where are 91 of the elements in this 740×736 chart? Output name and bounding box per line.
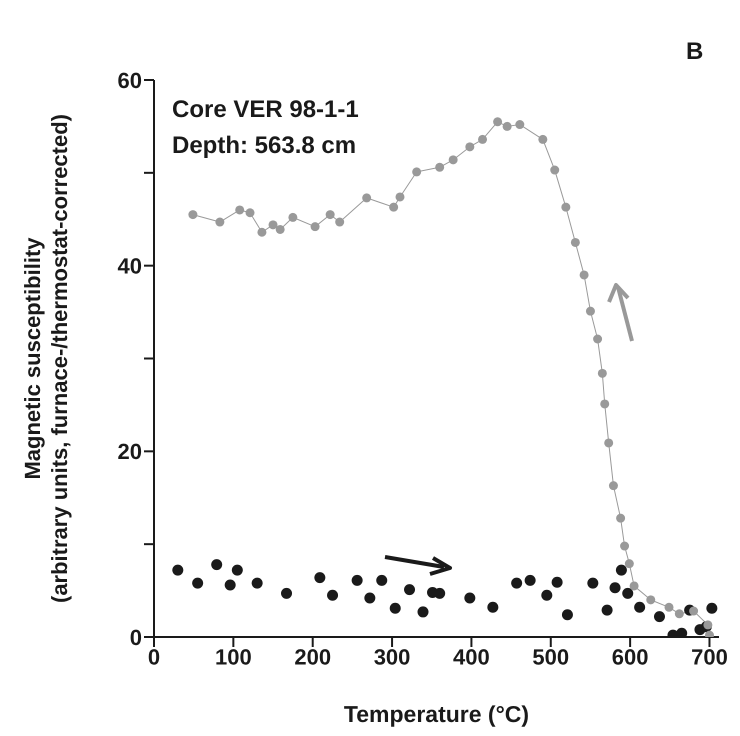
y-tick-label: 20 — [118, 439, 142, 464]
point — [418, 606, 429, 618]
point — [524, 574, 536, 586]
point — [390, 602, 401, 614]
point — [352, 574, 363, 586]
point — [224, 580, 236, 591]
point — [538, 134, 548, 144]
point — [593, 334, 602, 344]
point — [602, 604, 613, 616]
y-tick-label: 60 — [118, 68, 142, 93]
point — [465, 142, 474, 152]
point — [435, 162, 444, 172]
point — [610, 582, 621, 594]
point — [624, 559, 634, 568]
text: B — [686, 38, 704, 66]
point — [646, 595, 656, 604]
x-tick-label: 400 — [453, 644, 490, 670]
point — [232, 564, 243, 576]
point — [288, 212, 298, 222]
point — [364, 592, 376, 604]
x-tick-label: 600 — [612, 644, 648, 670]
annotation: Depth: 563.8 cm — [172, 131, 358, 161]
point — [616, 564, 627, 576]
y-axis-title: Magnetic susceptibility (arbitrary units, furnace-/thermostat-corrected) — [20, 114, 72, 603]
point — [310, 222, 320, 232]
point — [389, 202, 398, 212]
point — [511, 578, 522, 589]
point — [326, 210, 335, 220]
point — [192, 578, 204, 589]
point — [478, 134, 488, 144]
point — [703, 620, 712, 630]
point — [276, 224, 285, 234]
point — [257, 228, 266, 237]
point — [412, 167, 422, 176]
x-tick-label: 500 — [532, 644, 570, 670]
point — [664, 602, 674, 612]
point — [314, 572, 326, 584]
x-tick-label: 700 — [691, 644, 728, 670]
point — [604, 438, 614, 448]
point — [541, 590, 552, 601]
x-tick-label: 0 — [148, 644, 160, 670]
point — [622, 588, 634, 599]
y-tick-label: 0 — [130, 624, 142, 650]
point — [706, 602, 718, 614]
point — [616, 514, 626, 523]
point — [215, 218, 224, 227]
y-tick-label: 40 — [118, 253, 142, 278]
point — [608, 481, 618, 490]
point — [598, 368, 607, 378]
point — [464, 592, 476, 604]
point — [674, 609, 684, 618]
point — [335, 218, 344, 227]
point — [561, 202, 570, 212]
point — [676, 628, 688, 637]
point — [376, 574, 388, 586]
point — [580, 270, 589, 280]
point — [493, 117, 502, 126]
point — [587, 578, 598, 589]
point — [268, 220, 278, 230]
point — [395, 192, 404, 202]
point — [252, 578, 263, 589]
point — [327, 590, 338, 601]
point — [630, 581, 639, 590]
point — [235, 205, 244, 214]
x-tick-label: 100 — [214, 644, 252, 670]
point — [362, 193, 372, 202]
point — [281, 588, 292, 599]
point — [620, 542, 630, 551]
point — [434, 588, 446, 599]
point — [586, 306, 595, 316]
point — [172, 564, 184, 576]
point — [634, 602, 646, 613]
point — [246, 208, 255, 218]
point — [562, 609, 573, 620]
point — [404, 584, 416, 596]
point — [211, 559, 222, 570]
x-axis-title: Temperature (°C) — [344, 701, 530, 727]
point — [552, 576, 563, 588]
x-tick-label: 200 — [294, 644, 332, 670]
point — [550, 166, 560, 175]
annotation: Core VER 98-1-1 — [172, 95, 359, 125]
point — [515, 120, 524, 130]
point — [600, 399, 610, 408]
point — [654, 611, 665, 622]
point — [502, 122, 512, 131]
x-tick-label: 300 — [374, 644, 410, 670]
point — [188, 210, 198, 220]
point — [570, 238, 580, 247]
point — [487, 602, 498, 613]
point — [689, 606, 698, 616]
point — [448, 155, 458, 164]
